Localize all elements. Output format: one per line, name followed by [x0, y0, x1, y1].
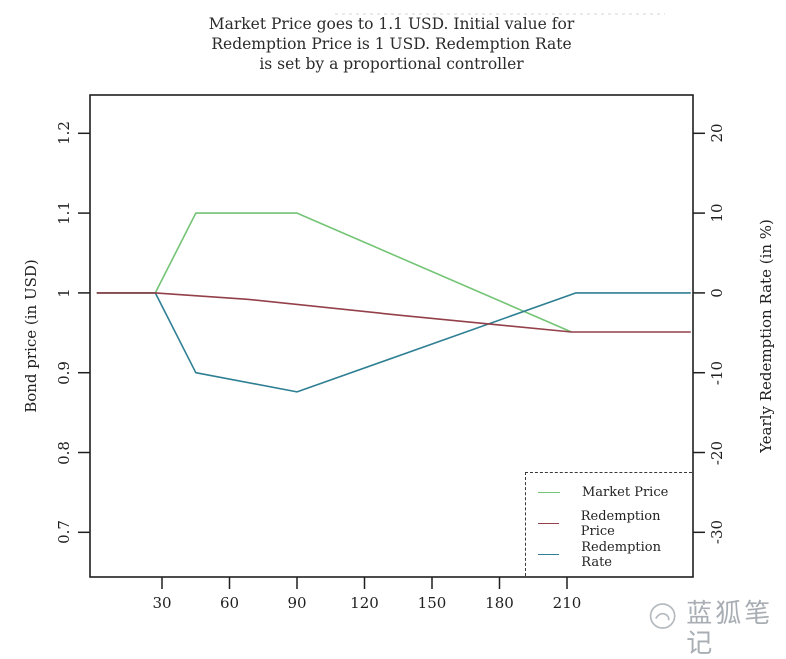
- watermark: 蓝狐笔记: [648, 599, 786, 659]
- x-tick-label: 180: [485, 594, 514, 612]
- x-tick-label: 30: [152, 594, 172, 612]
- legend: Market Price Redemption Price Redemption R…: [525, 472, 692, 576]
- x-tick-label: 150: [417, 594, 447, 612]
- x-tick-label: 120: [350, 594, 379, 612]
- y-right-tick-label: 20: [708, 123, 726, 143]
- watermark-text: 蓝狐笔记: [686, 599, 774, 659]
- y-left-tick-label: 1.1: [55, 201, 73, 226]
- chart-title: Market Price goes to 1.1 USD. Initial va…: [208, 15, 575, 73]
- y-right-tick-label: -20: [708, 440, 726, 465]
- y-left-tick-label: 0.7: [55, 520, 73, 545]
- x-tick-label: 210: [552, 594, 582, 612]
- plot-area: [78, 94, 705, 589]
- watermark-logo-icon: [649, 603, 676, 629]
- y-right-tick-label: 10: [708, 203, 726, 223]
- y-left-tick-label: 0.9: [55, 360, 73, 385]
- y-left-tick-label: 1: [55, 288, 73, 298]
- y-right-tick-label: -10: [708, 360, 726, 385]
- plot-box: [89, 94, 694, 578]
- legend-label: Redemption Price: [580, 508, 661, 539]
- x-tick-label: 60: [219, 594, 240, 612]
- y-left-tick-label: 1.2: [55, 121, 73, 146]
- legend-entry: Redemption Price: [526, 508, 692, 539]
- cropped-text-artifact: [335, 13, 665, 15]
- y-right-tick-label: 0: [708, 288, 726, 298]
- legend-label: Redemption Rate: [581, 539, 661, 570]
- legend-swatch-line: [538, 554, 560, 555]
- legend-swatch-line: [538, 492, 560, 493]
- y-left-tick-label: 0.8: [55, 440, 73, 465]
- legend-entry: Redemption Rate: [526, 539, 692, 570]
- series-line-market-price: [96, 212, 572, 333]
- x-tick-label: 90: [287, 594, 307, 612]
- chart-page: { "page": { "background": "#ffffff", "wa…: [22, 13, 775, 659]
- series-line-redemption-rate: [96, 292, 691, 393]
- legend-entry: Market Price: [526, 478, 692, 507]
- y-right-tick-label: -30: [708, 520, 726, 545]
- series-line-redemption-price: [96, 292, 691, 333]
- legend-label: Market Price: [582, 485, 669, 500]
- legend-swatch-line: [538, 523, 559, 524]
